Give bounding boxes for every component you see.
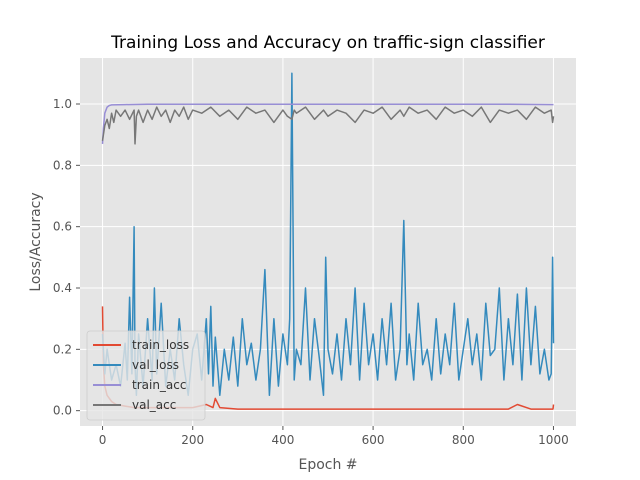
legend-label-train-acc: train_acc	[132, 378, 186, 392]
x-axis-label: Epoch #	[298, 457, 357, 473]
legend-label-val-loss: val_loss	[132, 358, 179, 372]
y-tick-label: 0.2	[53, 342, 72, 356]
legend-box	[86, 330, 206, 421]
legend: train_loss val_loss train_acc val_acc	[86, 330, 206, 421]
series-line-val-loss	[101, 72, 555, 397]
series-line-train-acc	[101, 103, 554, 144]
y-tick-label: 0.0	[53, 404, 72, 418]
legend-label-train-loss: train_loss	[132, 338, 189, 352]
x-tick-label: 200	[181, 433, 204, 447]
x-tick-label: 0	[99, 433, 107, 447]
y-axis-label: Loss/Accuracy	[28, 192, 44, 291]
series-line-val-acc	[101, 106, 555, 145]
legend-label-val-acc: val_acc	[132, 398, 176, 412]
y-tick-label: 1.0	[53, 97, 72, 111]
y-tick-label: 0.6	[53, 220, 72, 234]
x-tick-label: 600	[362, 433, 385, 447]
x-tick-label: 1000	[538, 433, 569, 447]
legend-items: train_loss val_loss train_acc val_acc	[93, 338, 189, 412]
ticks-layer: 0 200 400 600 800 1000 0.0 0.2 0.4 0.6 0.8 1.0	[53, 97, 569, 447]
x-tick-label: 800	[452, 433, 475, 447]
y-tick-label: 0.8	[53, 158, 72, 172]
y-tick-label: 0.4	[53, 281, 72, 295]
x-tick-label: 400	[271, 433, 294, 447]
chart-title: Training Loss and Accuracy on traffic-si…	[110, 33, 545, 53]
